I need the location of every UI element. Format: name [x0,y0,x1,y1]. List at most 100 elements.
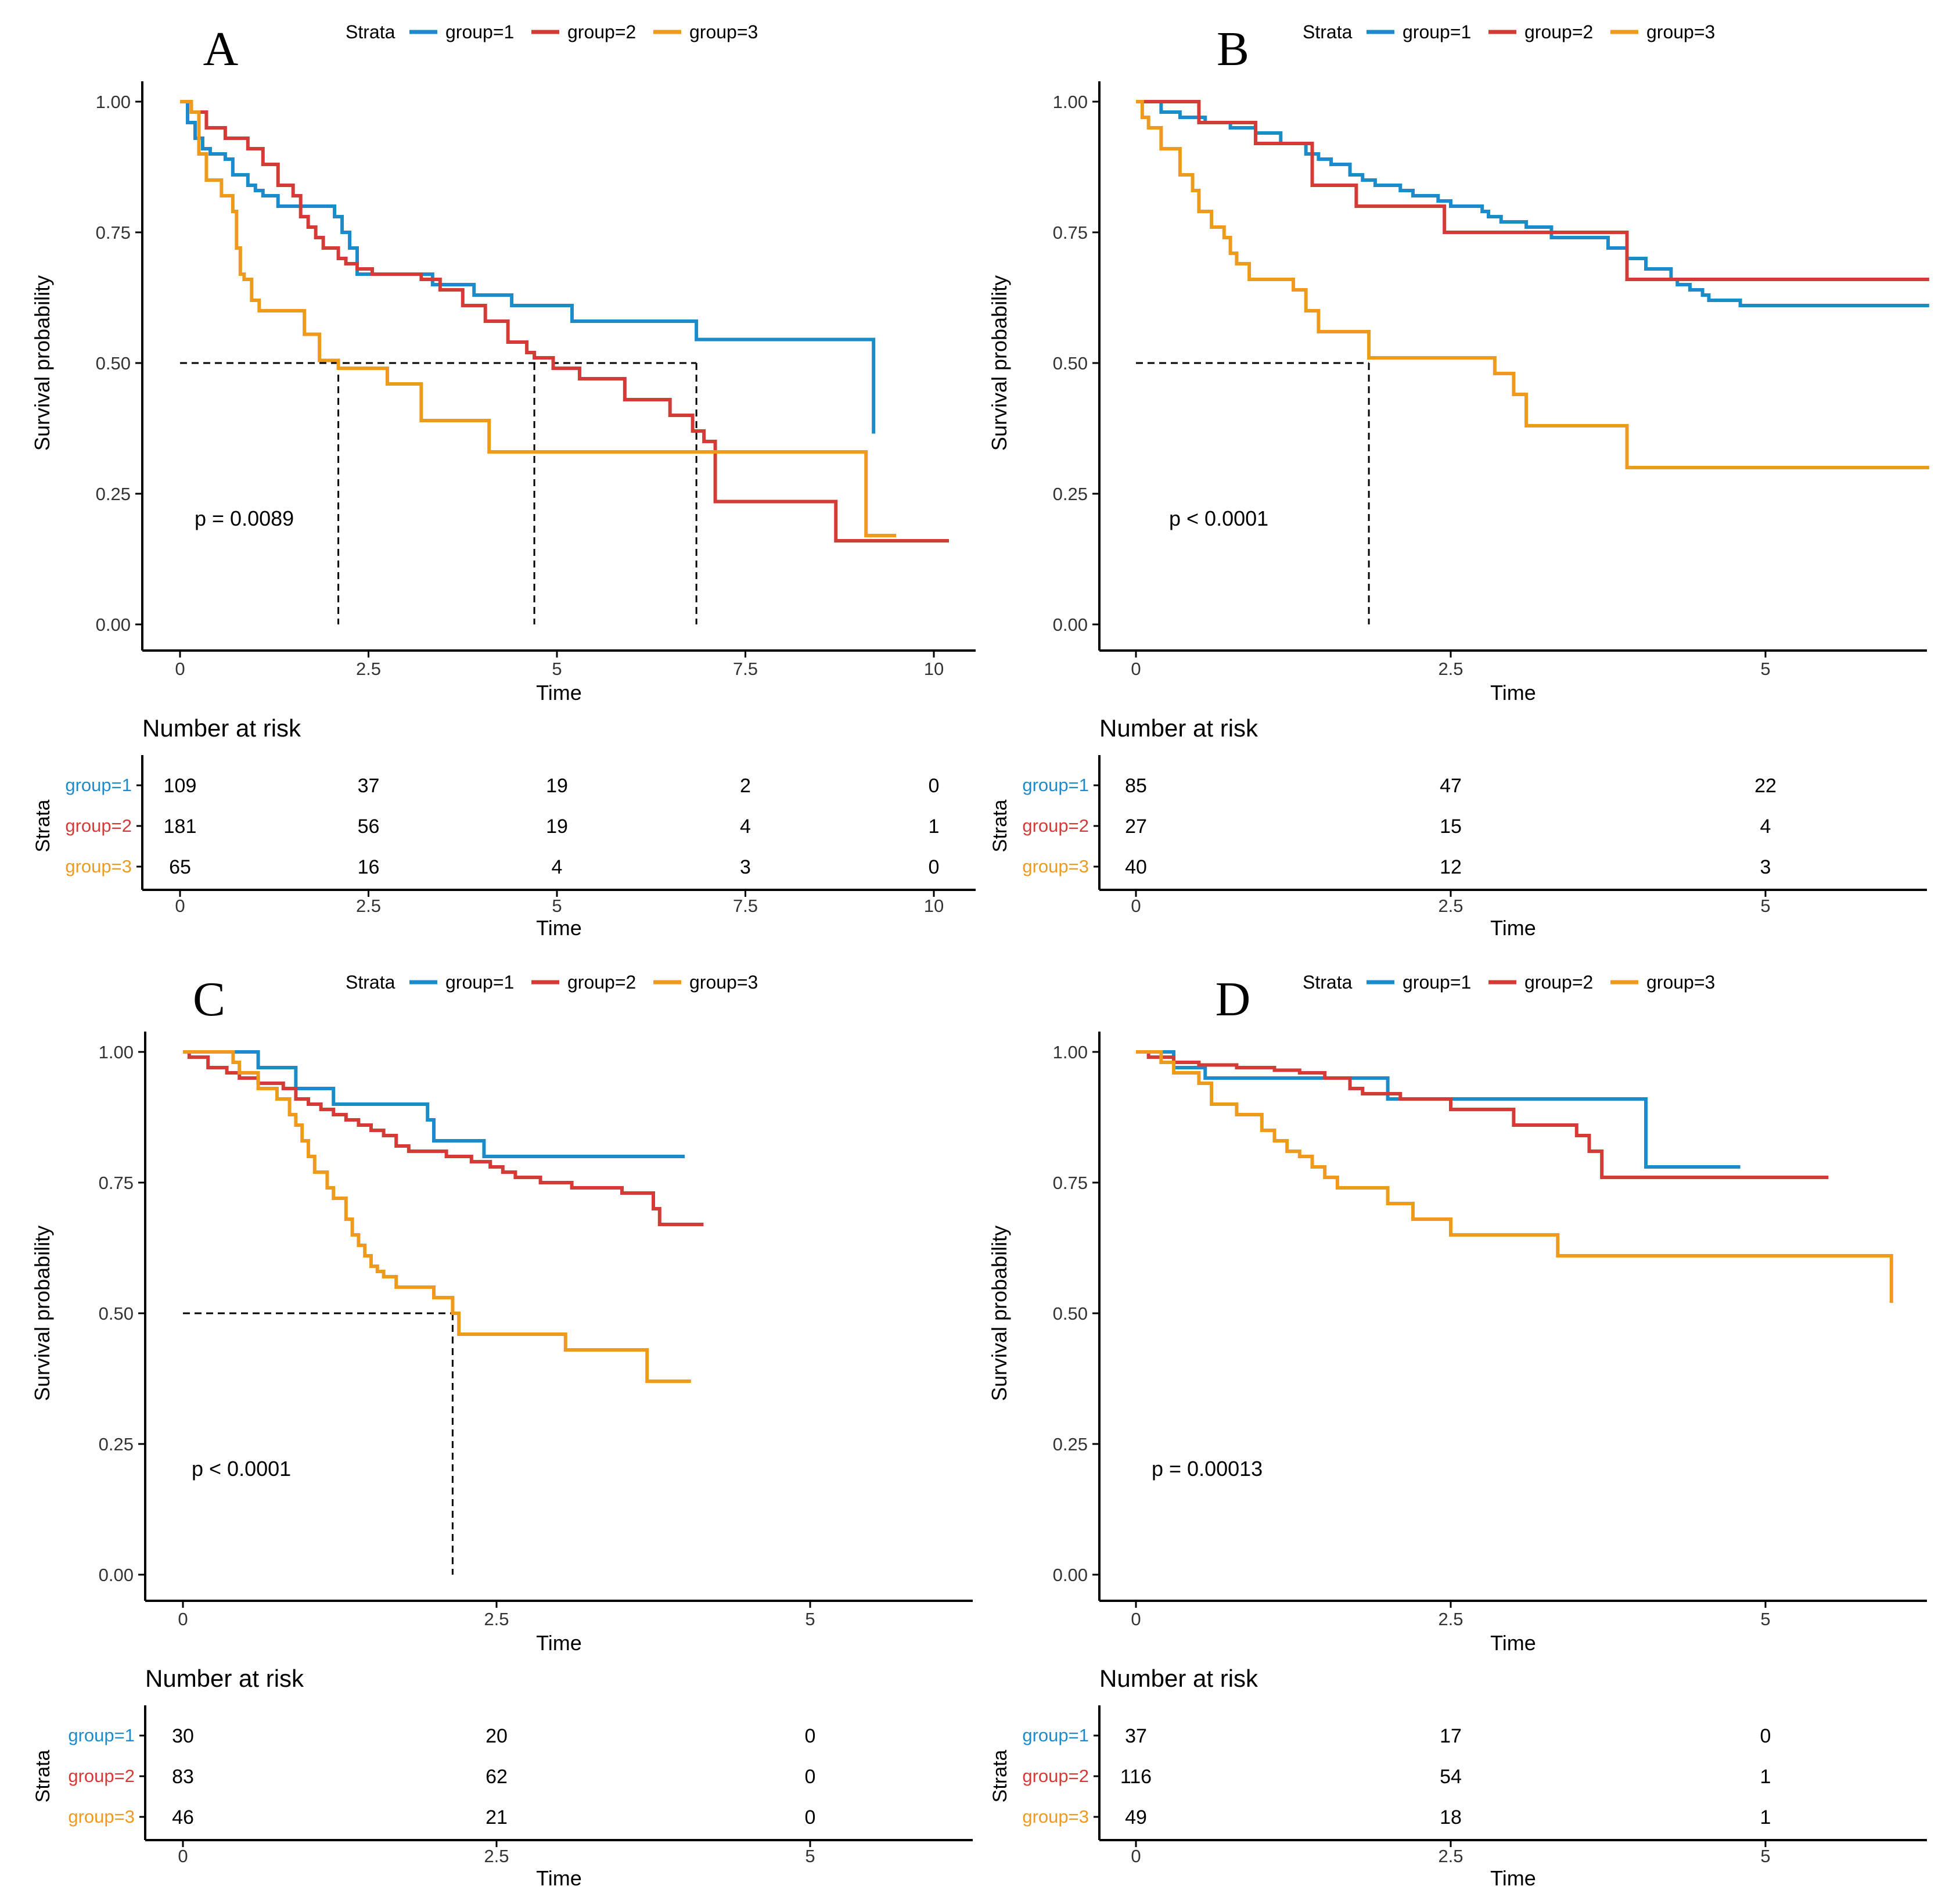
y-tick-label: 1.00 [1053,92,1088,112]
y-tick-label: 0.50 [1053,1303,1088,1324]
y-tick-label: 0.00 [1053,615,1088,635]
risk-value: 3 [1760,856,1771,878]
panel-C: C Strata group=1 group=2 group=3 0.00 0.25 0.50… [30,972,973,1890]
risk-y-title: Strata [32,1750,54,1803]
risk-value: 181 [164,816,197,838]
legend-label-2: group=2 [1524,972,1593,993]
risk-value: 40 [1125,856,1147,878]
risk-value: 1 [929,816,940,838]
risk-row-label-1: group=1 [1022,775,1089,795]
risk-row-label-2: group=2 [1022,816,1089,836]
x-tick-label: 2.5 [1438,659,1463,679]
risk-value: 37 [358,775,380,797]
legend-label-3: group=3 [1646,972,1715,993]
risk-value: 49 [1125,1806,1147,1828]
risk-value: 21 [486,1806,508,1828]
survival-curve-group2 [1136,100,1929,281]
x-tick-label: 2.5 [1438,1609,1463,1629]
x-tick-label: 2.5 [356,659,381,679]
survival-curve-group2 [183,1050,704,1226]
y-tick-label: 1.00 [1053,1042,1088,1062]
p-value: p = 0.00013 [1152,1457,1263,1481]
y-tick-label: 0.25 [96,484,131,504]
legend-label-1: group=1 [445,21,514,42]
survival-curve-group2 [180,100,949,543]
legend-label-3: group=3 [1646,21,1715,42]
risk-x-axis-title: Time [536,1866,582,1890]
x-tick-label: 5 [1760,659,1770,679]
legend-label-2: group=2 [567,21,636,42]
x-axis-title: Time [1490,681,1536,705]
risk-value: 0 [929,775,940,797]
risk-value: 3 [740,856,751,878]
survival-curve-group3 [183,1050,691,1383]
risk-x-tick-label: 2.5 [484,1846,509,1866]
survival-curve-group1 [183,1050,685,1158]
legend-label-1: group=1 [1403,21,1471,42]
risk-value: 0 [805,1725,816,1747]
y-axis-title: Survival probability [987,1226,1011,1401]
risk-x-tick-label: 0 [1131,896,1141,916]
legend-title: Strata [346,21,395,42]
y-tick-label: 0.75 [1053,1173,1088,1193]
risk-x-tick-label: 2.5 [356,896,381,916]
legend: Strata group=1 group=2 group=3 [1303,972,1715,993]
panel-D: D Strata group=1 group=2 group=3 0.00 0.25 0.50… [987,972,1927,1890]
risk-value: 85 [1125,775,1147,797]
x-tick-label: 2.5 [484,1609,509,1629]
legend: Strata group=1 group=2 group=3 [346,972,758,993]
survival-curve-group1 [180,100,876,434]
risk-x-tick-label: 7.5 [733,896,758,916]
risk-table-title: Number at risk [145,1665,304,1692]
risk-value: 17 [1440,1725,1462,1747]
risk-x-tick-label: 10 [924,896,944,916]
risk-row-label-3: group=3 [68,1806,135,1827]
risk-value: 22 [1754,775,1777,797]
survival-curve-group3 [1136,1050,1893,1303]
y-axis-title: Survival probability [987,275,1011,451]
risk-value: 12 [1440,856,1462,878]
survival-curve-group3 [180,100,897,537]
legend-label-2: group=2 [1524,21,1593,42]
p-value: p < 0.0001 [1169,506,1268,530]
risk-row-label-1: group=1 [65,775,132,795]
risk-value: 116 [1120,1766,1152,1788]
x-tick-label: 0 [1131,1609,1141,1629]
x-tick-label: 10 [924,659,944,679]
legend-label-3: group=3 [689,972,758,993]
risk-value: 0 [1760,1725,1771,1747]
risk-value: 109 [164,775,197,797]
risk-value: 16 [358,856,380,878]
risk-value: 19 [546,816,568,838]
x-tick-label: 5 [552,659,562,679]
risk-row-label-3: group=3 [1022,856,1089,876]
risk-value: 47 [1440,775,1462,797]
p-value: p = 0.0089 [195,506,294,530]
survival-curve-group2 [1136,1050,1829,1179]
risk-x-tick-label: 0 [1131,1846,1141,1866]
risk-value: 0 [929,856,940,878]
risk-table-title: Number at risk [1099,714,1258,742]
risk-x-tick-label: 0 [175,896,185,916]
x-tick-label: 0 [1131,659,1141,679]
risk-row-label-2: group=2 [1022,1766,1089,1786]
x-tick-label: 0 [178,1609,188,1629]
y-axis-title: Survival probability [30,275,54,451]
survival-curve-group1 [1136,100,1929,307]
risk-value: 15 [1440,816,1462,838]
y-tick-label: 0.00 [99,1565,134,1585]
risk-value: 19 [546,775,568,797]
risk-row-label-2: group=2 [68,1766,135,1786]
risk-row-label-3: group=3 [1022,1806,1089,1827]
legend: Strata group=1 group=2 group=3 [1303,21,1715,42]
y-tick-label: 0.25 [1053,484,1088,504]
risk-value: 4 [740,816,751,838]
x-axis-title: Time [1490,1631,1536,1655]
risk-y-title: Strata [32,800,54,853]
risk-value: 37 [1125,1725,1147,1747]
legend-label-1: group=1 [1403,972,1471,993]
survival-curve-group3 [1136,100,1929,469]
y-tick-label: 0.00 [96,615,131,635]
risk-x-tick-label: 5 [1760,896,1770,916]
